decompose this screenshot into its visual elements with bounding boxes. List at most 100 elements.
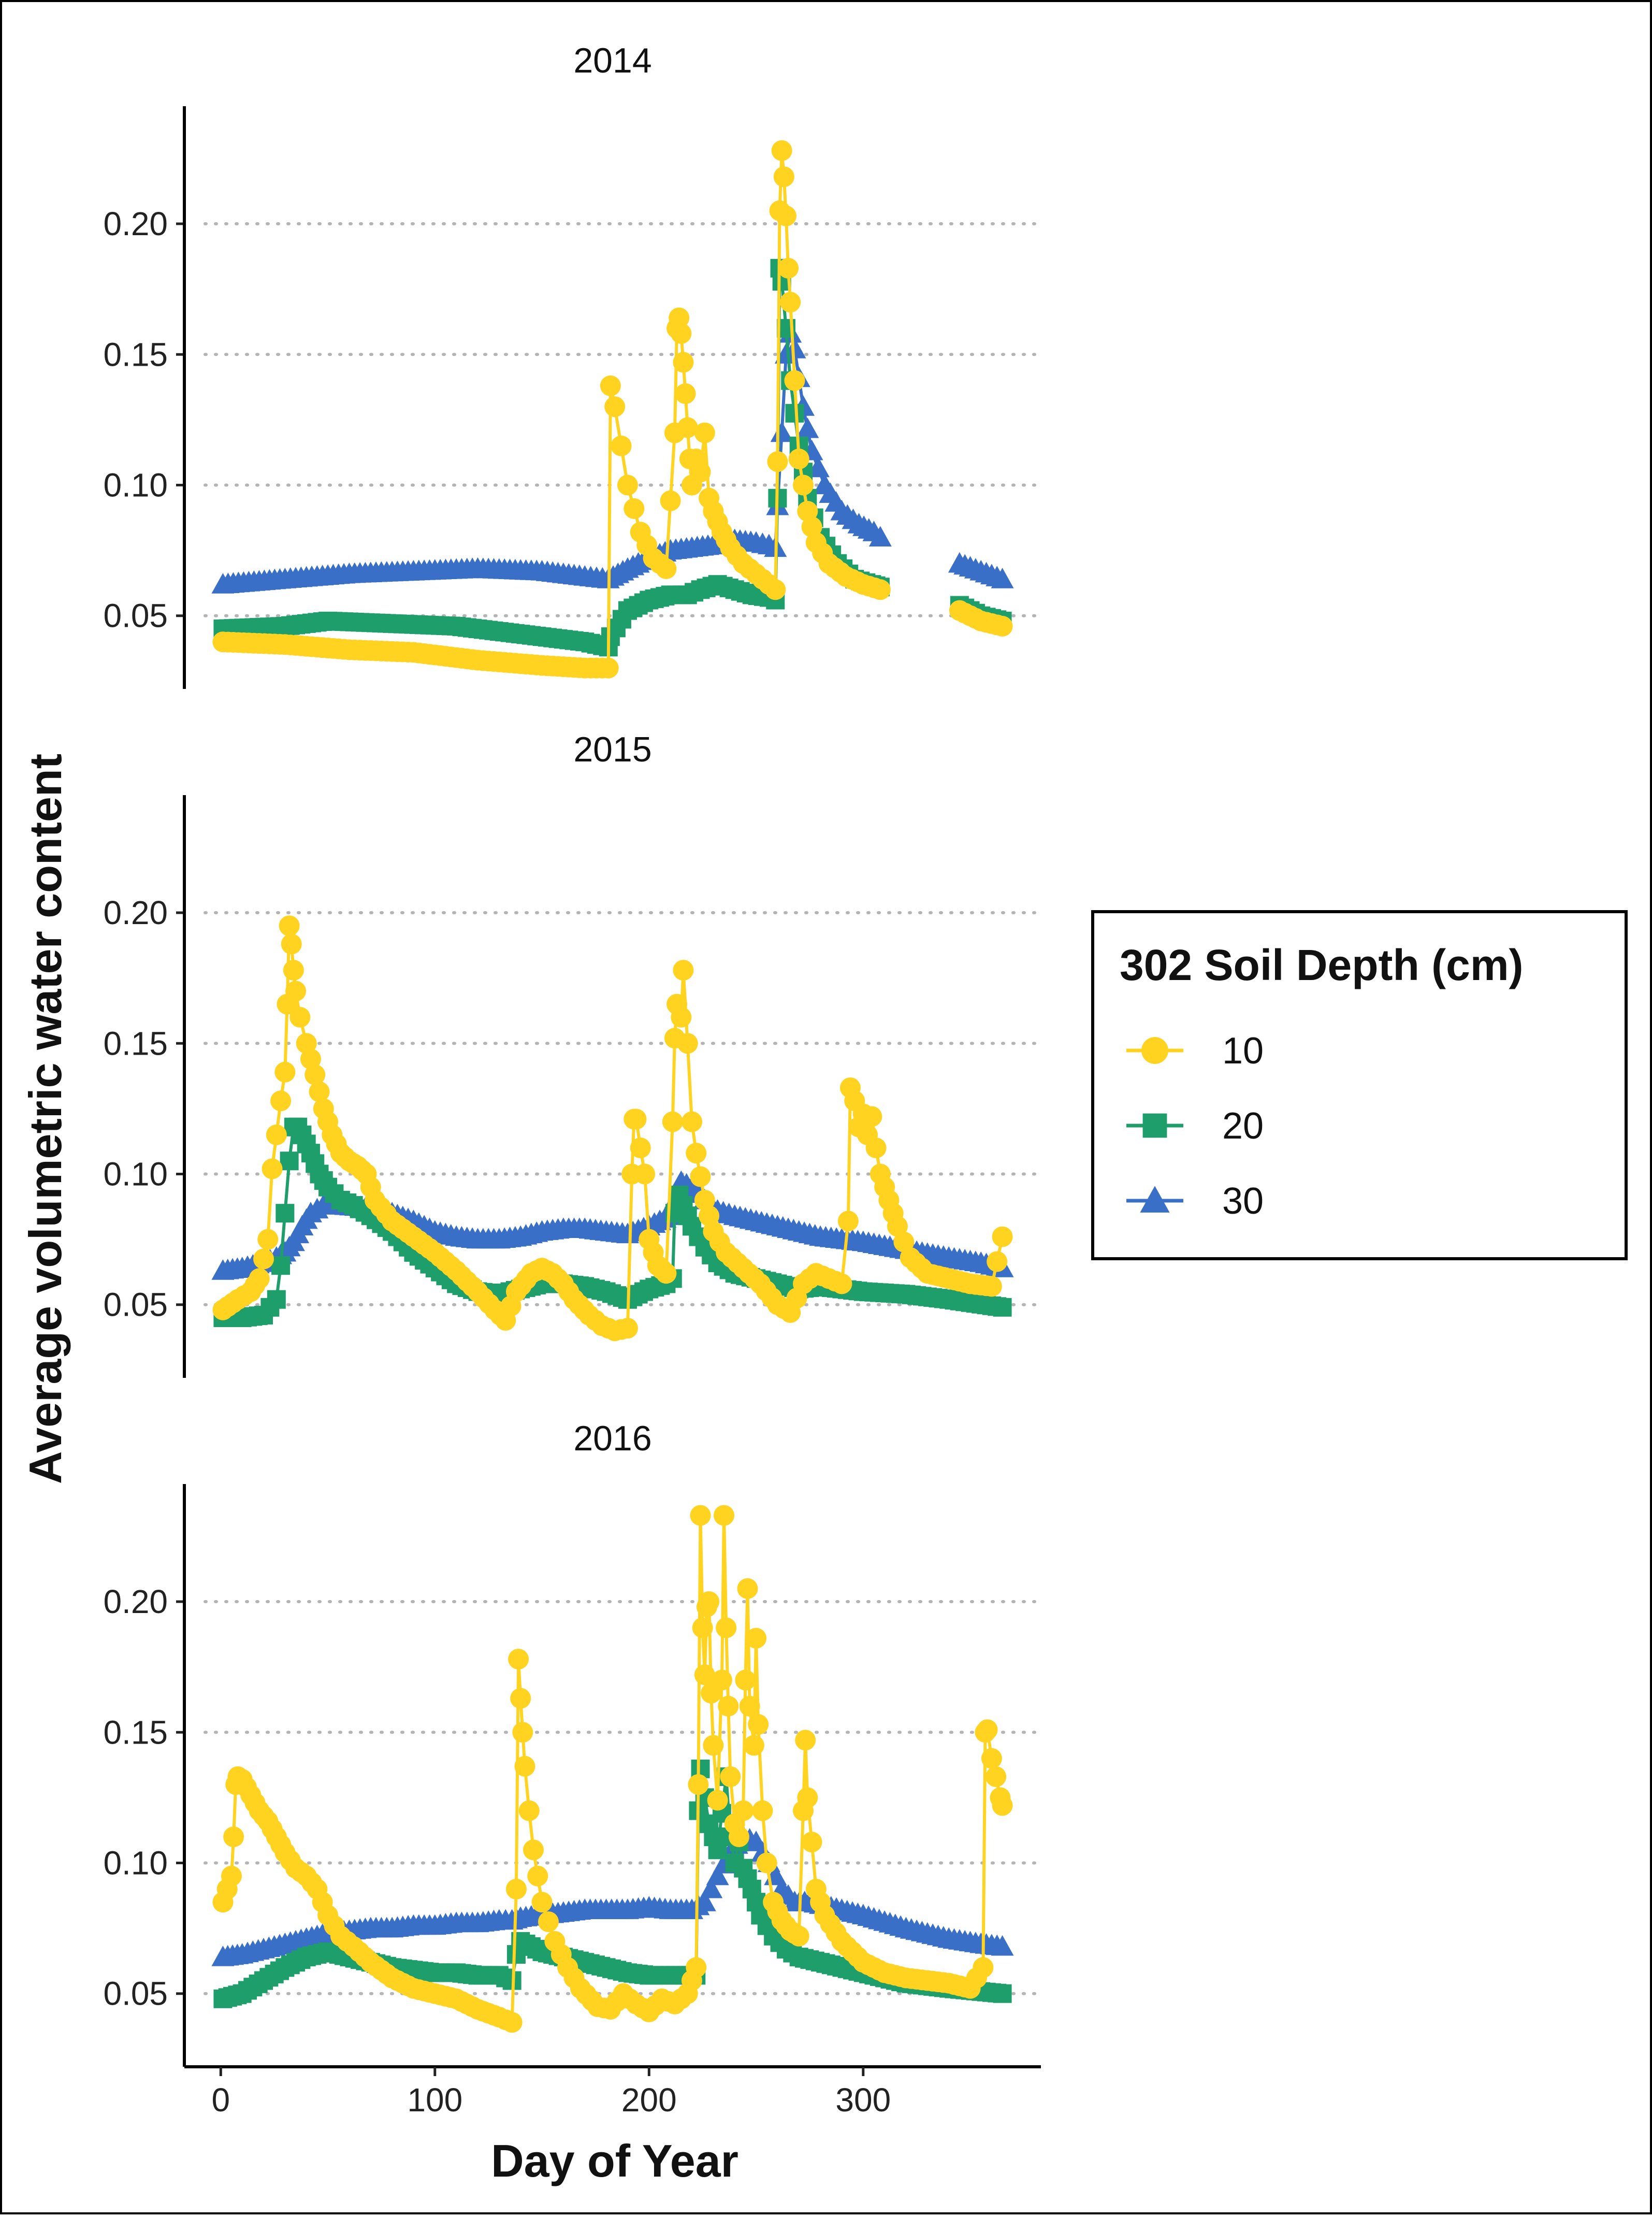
legend: 302 Soil Depth (cm) 10 20 30	[1091, 910, 1628, 1260]
y-tick-label: 0.05	[103, 1975, 168, 2012]
data-point	[305, 1064, 326, 1085]
data-point	[865, 1138, 887, 1159]
data-point	[285, 981, 307, 1002]
y-tick-label: 0.10	[103, 1156, 168, 1193]
data-point	[686, 1143, 707, 1164]
data-point	[510, 1688, 531, 1709]
data-point	[801, 516, 822, 538]
y-tick-label: 0.15	[103, 1714, 168, 1751]
data-point	[270, 1090, 292, 1112]
data-point	[981, 1748, 1002, 1769]
data-point	[677, 1033, 698, 1054]
data-point	[770, 421, 793, 442]
data-point	[656, 1263, 677, 1284]
data-point	[531, 1892, 553, 1913]
data-point	[281, 933, 302, 955]
data-point	[279, 915, 300, 937]
facet-panel-2015: 2015 0.05 0.10 0.15 0.20	[103, 730, 1042, 1378]
data-point	[795, 1730, 816, 1751]
data-point	[711, 1669, 732, 1691]
data-point	[223, 1826, 244, 1848]
data-point	[752, 1800, 773, 1821]
series-30cm	[211, 1825, 1014, 1966]
data-point	[981, 1276, 1002, 1297]
data-point	[748, 1714, 769, 1735]
data-point	[274, 1061, 296, 1083]
legend-label: 30	[1222, 1181, 1264, 1222]
data-point	[669, 307, 690, 328]
y-tick-label: 0.05	[103, 1286, 168, 1323]
data-point	[784, 370, 805, 391]
data-point	[690, 462, 711, 483]
data-point	[893, 1231, 915, 1253]
data-point	[266, 1124, 287, 1145]
data-point	[831, 1273, 852, 1294]
facets-layer: 2014 0.05 0.10 0.15 0.20 2015 0.05 0.10 0.15 0.20…	[103, 41, 1042, 2067]
data-point	[296, 1033, 317, 1054]
legend-label: 10	[1222, 1030, 1264, 1072]
data-point	[300, 1048, 321, 1070]
y-tick-label: 0.15	[103, 1025, 168, 1062]
data-point	[765, 579, 786, 600]
data-point	[257, 1229, 279, 1250]
data-point	[681, 1111, 702, 1132]
y-tick-label: 0.20	[103, 205, 168, 242]
data-point	[671, 323, 692, 344]
data-point	[276, 1204, 295, 1223]
y-tick-label: 0.15	[103, 336, 168, 373]
legend-key-marker	[1140, 1186, 1170, 1213]
y-tick-label: 0.10	[103, 467, 168, 504]
legend-entry-20: 20	[1126, 1105, 1264, 1147]
data-point	[703, 1735, 724, 1756]
data-point	[693, 1891, 716, 1911]
data-point	[262, 1158, 283, 1179]
data-point	[797, 500, 818, 522]
data-point	[797, 1787, 818, 1808]
data-point	[771, 140, 792, 161]
data-point	[788, 1925, 809, 1947]
data-point	[611, 435, 632, 456]
series-30cm	[211, 322, 1014, 594]
data-point	[221, 1865, 242, 1887]
x-tick-label: 200	[621, 2081, 677, 2119]
facet-title: 2016	[573, 1419, 651, 1458]
data-point	[600, 375, 621, 396]
data-point	[694, 1189, 715, 1211]
data-point	[837, 1211, 859, 1232]
data-point	[780, 292, 801, 313]
facet-panel-2016: 2016 0.05 0.10 0.15 0.20	[103, 1419, 1042, 2067]
data-point	[801, 1832, 822, 1853]
data-point	[993, 1298, 1012, 1317]
series-10cm	[212, 915, 1013, 1342]
data-point	[992, 1226, 1013, 1247]
data-point	[694, 422, 715, 443]
data-point	[675, 383, 696, 404]
facet-title: 2014	[573, 41, 651, 80]
data-point	[249, 1268, 270, 1289]
data-point	[677, 417, 698, 438]
data-point	[743, 1735, 764, 1756]
y-tick-label: 0.20	[103, 1583, 168, 1620]
data-point	[718, 1695, 739, 1717]
legend-label: 20	[1222, 1105, 1264, 1147]
data-point	[673, 352, 694, 373]
legend-entry-10: 10	[1126, 1030, 1264, 1072]
data-point	[778, 257, 799, 279]
data-point	[673, 960, 694, 981]
data-point	[617, 1318, 638, 1339]
data-point	[518, 1800, 540, 1821]
data-point	[686, 1957, 707, 1978]
legend-entries: 10 20 30	[1126, 1030, 1264, 1222]
data-point	[523, 1839, 544, 1861]
data-point	[714, 1505, 735, 1526]
data-point	[700, 1877, 723, 1898]
facet-panel-2014: 2014 0.05 0.10 0.15 0.20	[103, 41, 1042, 689]
data-point	[508, 1649, 529, 1670]
data-point	[690, 1505, 711, 1526]
data-point	[309, 1081, 330, 1102]
data-point	[501, 2012, 523, 2033]
facet-title: 2015	[573, 730, 651, 769]
data-point	[604, 396, 626, 418]
data-point	[986, 1766, 1007, 1788]
